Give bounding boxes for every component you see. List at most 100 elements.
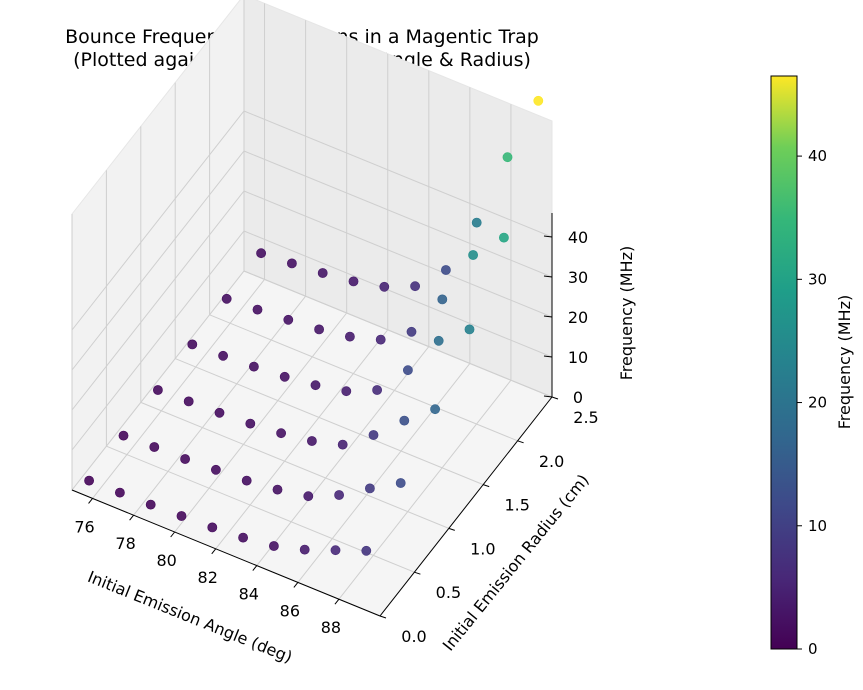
y-axis-line xyxy=(379,396,553,617)
data-point xyxy=(283,314,294,325)
data-point xyxy=(344,331,355,342)
colorbar-tick-label: 40 xyxy=(808,147,827,165)
z-gridline xyxy=(71,150,553,371)
data-point xyxy=(118,430,129,441)
x-tick xyxy=(293,582,299,588)
data-point xyxy=(399,415,410,426)
x-tick-label: 78 xyxy=(115,534,135,553)
z-tick-label: 40 xyxy=(568,228,588,247)
z-gridline xyxy=(71,230,553,451)
x-tick xyxy=(88,498,93,504)
data-point xyxy=(317,268,328,278)
data-point xyxy=(502,152,513,163)
z-tick-label: 20 xyxy=(568,308,588,327)
data-point xyxy=(430,404,440,415)
data-point xyxy=(364,483,375,494)
data-point xyxy=(375,334,386,345)
x-tick-label: 76 xyxy=(74,517,94,536)
colorbar-tick-label: 30 xyxy=(808,270,827,288)
data-point xyxy=(245,418,256,429)
data-point xyxy=(471,217,482,228)
data-point xyxy=(152,385,163,395)
y-tick-label: 1.5 xyxy=(504,496,529,515)
data-point xyxy=(303,491,314,502)
data-point xyxy=(180,454,190,464)
z-tick xyxy=(543,315,553,318)
z-gridline xyxy=(71,270,553,491)
data-point xyxy=(149,442,160,452)
data-point xyxy=(341,386,352,397)
data-point xyxy=(440,265,451,275)
x-tick xyxy=(211,548,217,555)
data-point xyxy=(330,545,341,556)
data-point xyxy=(221,293,232,304)
x-axis-label: Initial Emission Angle (deg) xyxy=(85,567,295,667)
colorbar-label: Frequency (MHz) xyxy=(835,295,854,429)
data-point xyxy=(498,232,509,243)
y-tick-label: 2.0 xyxy=(539,452,564,471)
data-point xyxy=(248,361,259,372)
data-point xyxy=(115,487,125,498)
data-point xyxy=(268,541,279,551)
z-tick xyxy=(543,275,553,278)
data-point xyxy=(361,545,372,556)
data-point xyxy=(183,396,194,407)
data-point xyxy=(395,478,406,488)
x-tick-label: 88 xyxy=(321,618,341,637)
data-point xyxy=(145,499,156,510)
data-point xyxy=(214,407,225,418)
y-tick-label: 2.5 xyxy=(573,408,598,427)
data-point xyxy=(337,439,348,450)
data-point xyxy=(334,490,344,500)
data-point xyxy=(276,428,286,439)
axes-lines xyxy=(71,213,553,617)
y-tick xyxy=(517,440,524,444)
data-point xyxy=(406,326,417,337)
data-point xyxy=(299,544,310,555)
data-point xyxy=(433,335,444,346)
data-point xyxy=(348,276,359,287)
z-tick xyxy=(543,395,553,398)
z-axis-label: Frequency (MHz) xyxy=(617,246,636,380)
z-tick-label: 0 xyxy=(573,388,583,407)
data-point xyxy=(252,304,263,315)
z-tick-label: 10 xyxy=(568,348,588,367)
x-tick-label: 86 xyxy=(280,601,300,620)
data-point xyxy=(272,484,283,495)
x-tick xyxy=(334,598,340,605)
y-tick xyxy=(551,396,559,400)
y-tick xyxy=(414,571,421,575)
data-points xyxy=(84,95,544,556)
data-point xyxy=(468,250,478,260)
y-tick-label: 0.0 xyxy=(401,627,426,646)
z-tick xyxy=(543,235,553,238)
y-tick xyxy=(483,484,490,488)
data-point xyxy=(176,511,187,521)
data-point xyxy=(310,380,321,391)
z-gridline xyxy=(71,190,553,411)
colorbar-ticks: 0 10 20 30 40 xyxy=(797,147,827,658)
colorbar-tick-label: 10 xyxy=(808,517,827,535)
data-point xyxy=(379,281,390,292)
z-tick-label: 30 xyxy=(568,268,588,287)
axes-panes xyxy=(71,0,553,617)
x-tick-label: 84 xyxy=(239,585,259,604)
data-point xyxy=(256,248,266,259)
y-tick-label: 1.0 xyxy=(470,539,495,558)
y-tick xyxy=(448,527,455,531)
colorbar-tick-label: 20 xyxy=(808,394,827,412)
axis-ticks: 76 78 80 82 84 86 88 0.0 0.5 1.0 1.5 2.0 2.50 10 20 30 4… xyxy=(74,228,598,646)
x-axis-line xyxy=(71,489,381,617)
x-tick xyxy=(129,514,134,521)
data-point xyxy=(238,532,248,543)
data-point xyxy=(306,436,317,446)
z-gridline xyxy=(71,110,553,331)
x-tick-label: 82 xyxy=(198,568,218,587)
x-tick xyxy=(170,531,176,538)
data-point xyxy=(533,95,544,106)
colorbar: 0 10 20 30 40 Frequency (MHz) xyxy=(770,75,854,658)
data-point xyxy=(464,324,475,335)
x-tick-label: 80 xyxy=(156,551,176,570)
colorbar-gradient xyxy=(770,75,798,650)
